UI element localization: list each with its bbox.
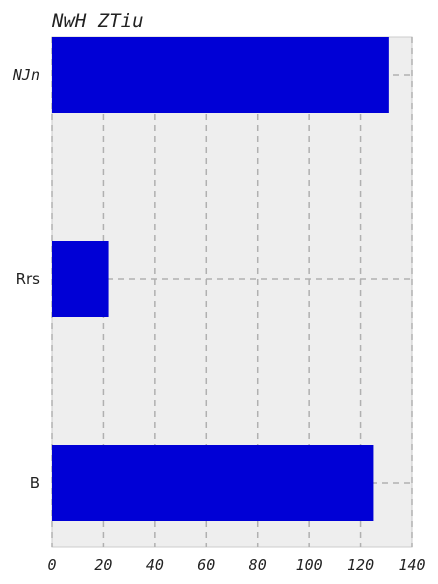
bars <box>52 37 389 521</box>
bar-b <box>52 445 374 521</box>
y-axis-ticks: NJn Rrs B <box>12 66 40 492</box>
x-tick-label: 40 <box>146 556 164 574</box>
x-tick-label: 100 <box>296 556 323 574</box>
x-tick-label: 0 <box>47 556 56 574</box>
x-tick-label: 80 <box>249 556 267 574</box>
y-tick-label: NJn <box>12 66 40 84</box>
bar-rrs <box>52 241 109 317</box>
y-tick-label: B <box>30 474 40 492</box>
x-tick-label: 140 <box>398 556 425 574</box>
x-tick-label: 120 <box>347 556 374 574</box>
x-tick-label: 60 <box>197 556 215 574</box>
x-tick-label: 20 <box>94 556 112 574</box>
x-axis-ticks: 0 20 40 60 80 100 120 140 <box>47 556 425 574</box>
chart-title: NwH ZTiu <box>51 10 144 32</box>
bar-njn <box>52 37 389 113</box>
y-tick-label: Rrs <box>16 270 41 288</box>
